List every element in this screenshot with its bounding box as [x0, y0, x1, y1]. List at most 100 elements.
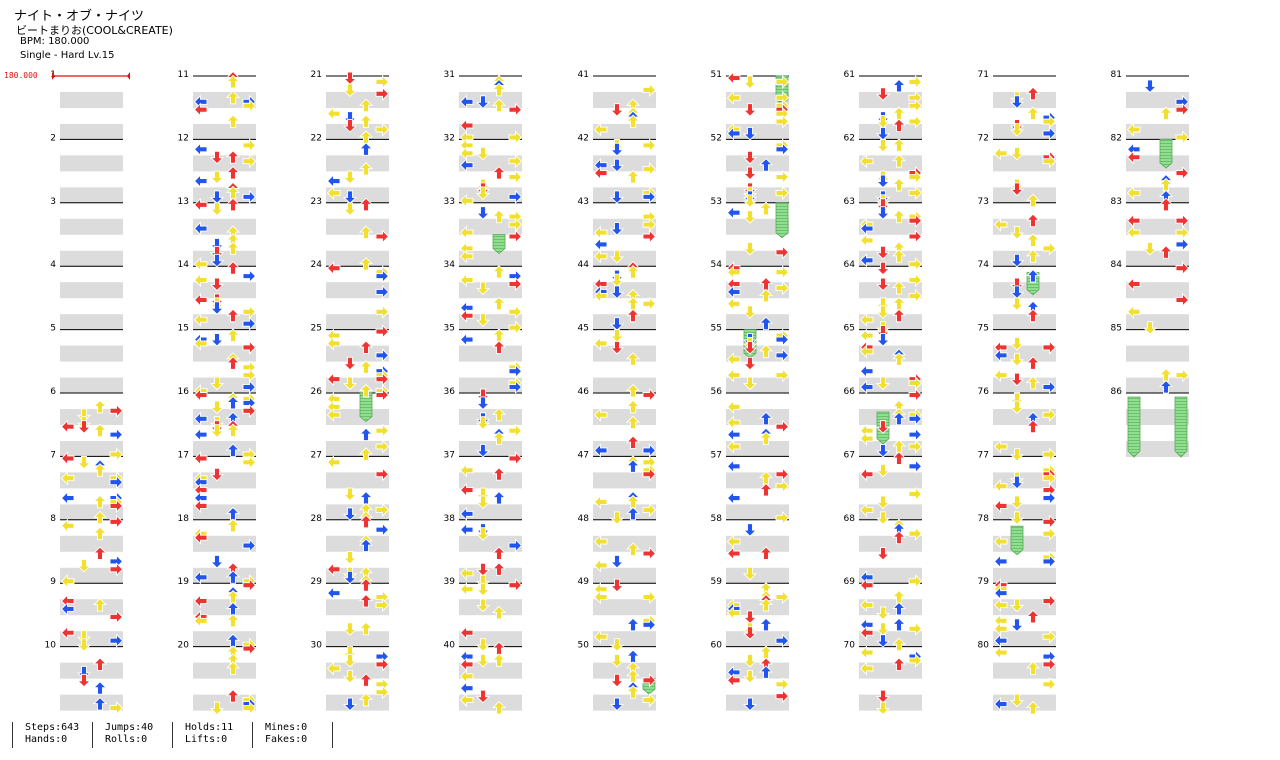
bpm-label: BPM: 180.000 [20, 36, 90, 47]
arrow-note [194, 174, 208, 188]
beat-band [859, 282, 922, 299]
stat-mines: Mines:0 [265, 722, 308, 733]
beat-band [60, 631, 123, 648]
measure-number: 25 [311, 324, 322, 334]
arrow-note [93, 423, 107, 438]
beat-band [326, 282, 389, 299]
arrow-note [460, 582, 474, 596]
beat-band [193, 377, 256, 394]
arrow-note [860, 234, 874, 247]
arrow-note [626, 617, 640, 632]
beat-band [326, 504, 389, 521]
beat-band [60, 314, 123, 331]
arrow-note [594, 237, 608, 251]
beat-band [193, 218, 256, 235]
beat-band [326, 187, 389, 204]
measure-number: 65 [844, 324, 855, 334]
beat-band [459, 599, 522, 616]
hold-note [1127, 396, 1141, 458]
beat-band [60, 250, 123, 267]
beat-band [593, 250, 656, 267]
arrow-note [508, 170, 522, 184]
beat-band [993, 631, 1056, 648]
arrow-note [610, 329, 624, 343]
beat-band [1126, 124, 1189, 140]
measure-number: 26 [311, 387, 323, 397]
measure-number: 84 [1111, 260, 1123, 270]
beat-band [859, 250, 922, 267]
beat-band [326, 377, 389, 394]
measure-number: 20 [178, 641, 190, 651]
beat-band [1126, 218, 1189, 235]
measure-number: 17 [178, 450, 189, 460]
beat-band [60, 345, 123, 362]
arrow-note [61, 491, 75, 505]
beat-band [859, 345, 922, 362]
beat-band [726, 314, 789, 331]
arrow-note [860, 364, 874, 378]
measure-number: 7 [50, 450, 56, 460]
measure-number: 24 [311, 260, 323, 270]
beat-band [593, 155, 656, 172]
beat-band [993, 218, 1056, 235]
beat-band [593, 345, 656, 362]
arrow-note [908, 428, 922, 442]
hold-note [1010, 525, 1024, 556]
measure-number: 54 [711, 260, 723, 270]
beat-band [993, 282, 1056, 299]
measure-number: 70 [844, 641, 856, 651]
beat-band [459, 92, 522, 108]
beat-band [60, 92, 123, 108]
beat-band [593, 377, 656, 394]
arrow-note [194, 428, 208, 442]
beat-band [60, 472, 123, 489]
beat-band [60, 694, 123, 711]
beat-band [593, 282, 656, 299]
beat-band [593, 218, 656, 235]
beat-band [326, 124, 389, 140]
measure-number: 35 [444, 324, 455, 334]
arrow-note [727, 206, 741, 220]
arrow-note [61, 519, 75, 533]
measure-number: 16 [178, 387, 190, 397]
arrow-note [460, 333, 474, 346]
arrow-note [492, 491, 506, 505]
beat-band [726, 535, 789, 552]
beat-band [60, 662, 123, 679]
measure-number: 79 [978, 577, 990, 587]
measure-number: 31 [444, 70, 455, 80]
beat-band [1126, 314, 1189, 331]
beat-band [459, 218, 522, 235]
beat-band [726, 662, 789, 679]
beat-band [60, 377, 123, 394]
measure-numbers: 1234567891011121314151617181920212223242… [45, 70, 1123, 651]
measure-number: 77 [978, 450, 989, 460]
arrow-note [343, 71, 357, 85]
beat-band [193, 662, 256, 679]
beat-band [726, 631, 789, 648]
beat-band [593, 409, 656, 425]
measure-number: 49 [578, 577, 590, 587]
arrow-note [775, 170, 789, 184]
arrow-note [759, 645, 773, 660]
beat-band [859, 567, 922, 584]
beat-band [859, 472, 922, 489]
measure-number: 18 [178, 514, 190, 524]
beat-band [326, 92, 389, 108]
stat-hands: Hands:0 [25, 734, 68, 745]
arrow-note [327, 455, 341, 469]
beat-band [60, 124, 123, 140]
measure-number: 39 [444, 577, 456, 587]
measure-number: 22 [311, 133, 322, 143]
stat-steps: Steps:643 [25, 722, 80, 733]
measure-number: 55 [711, 324, 722, 334]
arrow-note [860, 646, 874, 660]
beat-band [326, 314, 389, 331]
bpm-change-marker: 180.000 [4, 71, 38, 80]
beat-band [726, 187, 789, 204]
measure-number: 63 [844, 197, 855, 207]
beat-band [593, 599, 656, 616]
beat-band [193, 694, 256, 711]
beat-band [459, 282, 522, 299]
measure-number: 58 [711, 514, 723, 524]
